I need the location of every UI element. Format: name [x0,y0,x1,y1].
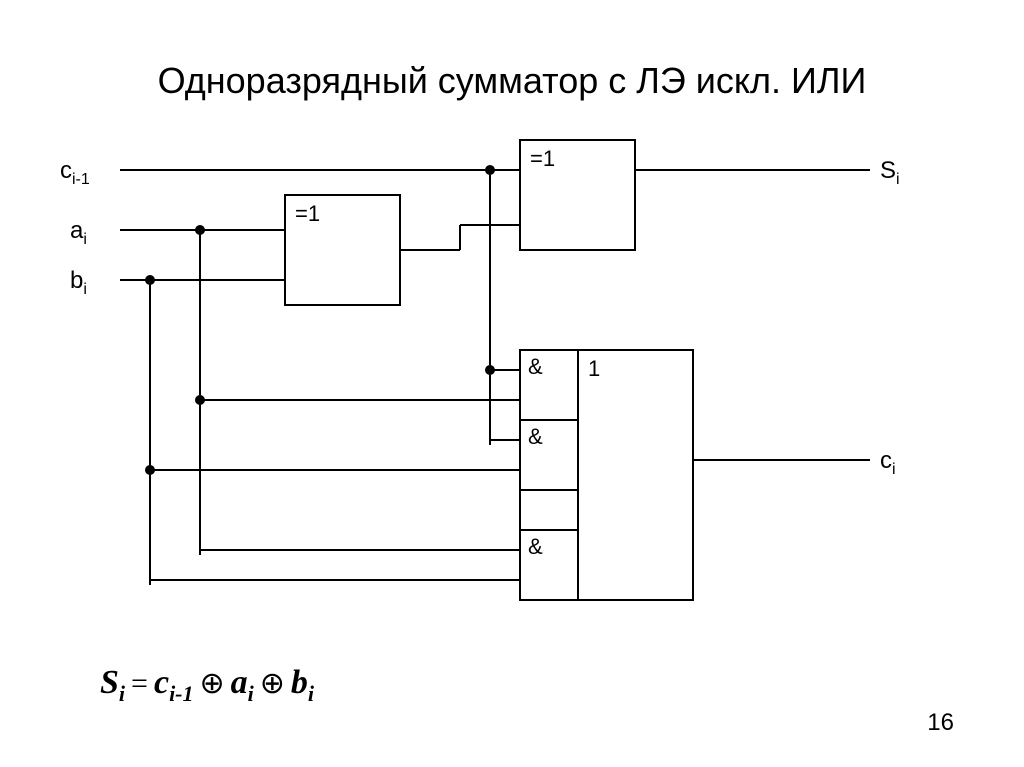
svg-text:=1: =1 [530,146,555,171]
page-number: 16 [927,709,954,737]
svg-text:ai: ai [70,217,87,248]
svg-text:&: & [528,354,543,379]
svg-text:=1: =1 [295,201,320,226]
circuit-diagram: =1 =1 & & & 1 ci-1 ai bi Si ci [0,0,1024,767]
svg-text:ci: ci [880,447,896,478]
formula: Si=ci-1⊕ai⊕bi [100,664,314,707]
svg-text:&: & [528,424,543,449]
svg-text:ci-1: ci-1 [60,157,90,188]
svg-text:1: 1 [588,356,600,381]
svg-text:bi: bi [70,267,87,298]
svg-text:&: & [528,534,543,559]
svg-text:Si: Si [880,157,900,188]
